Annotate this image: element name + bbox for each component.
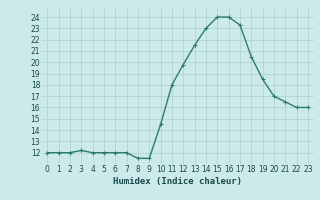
X-axis label: Humidex (Indice chaleur): Humidex (Indice chaleur) [113, 177, 242, 186]
